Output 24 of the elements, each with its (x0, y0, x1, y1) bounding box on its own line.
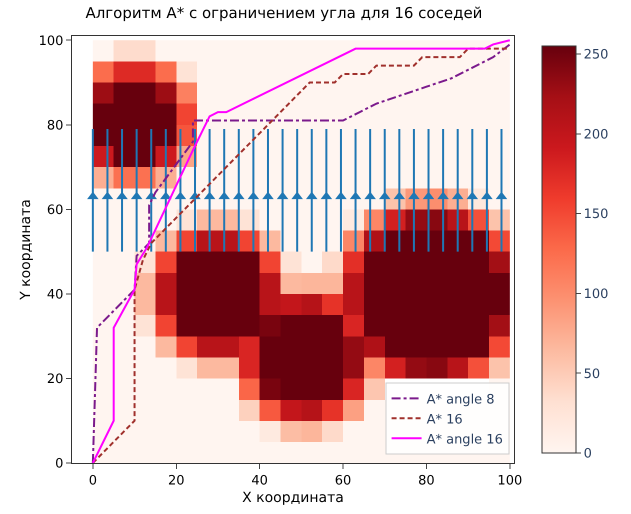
x-tick-label: 0 (88, 474, 97, 489)
color-bar-label: 250 (584, 48, 608, 63)
color-bar-label: 150 (584, 207, 608, 222)
x-axis-title: X координата (242, 490, 344, 506)
color-bar-label: 0 (584, 446, 592, 462)
x-tick-label: 20 (168, 474, 185, 489)
color-bar-label: 100 (584, 286, 608, 302)
y-tick-label: 0 (55, 456, 64, 472)
x-tick-label: 80 (418, 474, 435, 489)
legend-label: A* angle 8 (426, 392, 495, 408)
y-tick-label: 40 (46, 287, 64, 302)
legend-label: A* 16 (426, 412, 463, 428)
x-tick-label: 100 (497, 474, 522, 489)
y-tick-label: 80 (46, 118, 64, 134)
color-bar-label: 50 (584, 366, 600, 382)
color-bar-label: 200 (584, 127, 608, 142)
x-tick-label: 40 (251, 474, 268, 489)
y-axis-title: Y координата (18, 199, 34, 301)
legend-label: A* angle 16 (426, 432, 503, 448)
y-tick-label: 100 (38, 34, 64, 49)
y-tick-label: 20 (46, 372, 64, 387)
chart-title: Алгоритм A* с ограничением угла для 16 соседей (85, 4, 482, 22)
y-tick-label: 60 (46, 202, 64, 218)
x-tick-label: 60 (334, 474, 352, 489)
